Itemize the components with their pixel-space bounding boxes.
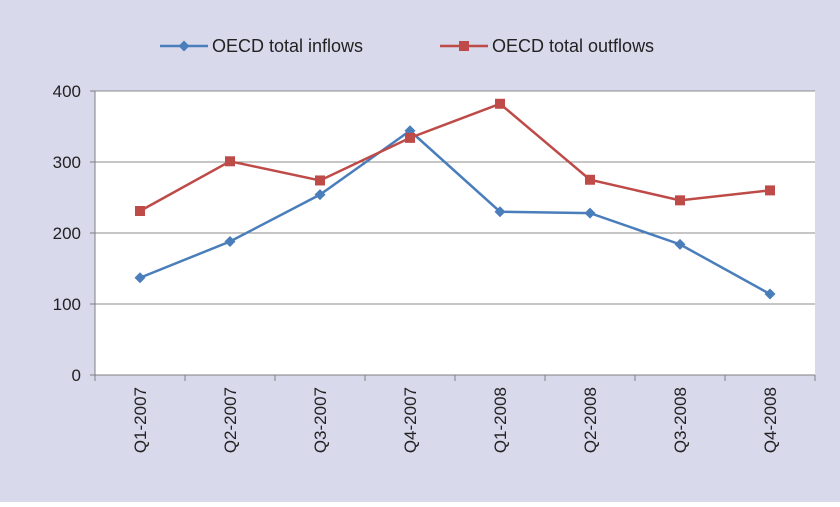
data-point-marker: [405, 132, 415, 143]
legend: OECD total inflows OECD total outflows: [160, 36, 654, 56]
legend-label: OECD total inflows: [212, 36, 363, 56]
legend-marker: [178, 40, 190, 52]
y-tick-label: 400: [53, 82, 81, 101]
data-point-marker: [495, 98, 505, 109]
x-tick-label: Q1-2007: [131, 387, 150, 453]
y-axis-tick-labels: 0 100 200 300 400: [53, 82, 81, 385]
data-point-marker: [224, 236, 236, 248]
axes: [90, 90, 816, 381]
x-tick-label: Q4-2007: [401, 387, 420, 453]
gridlines: [95, 90, 815, 305]
data-point-marker: [494, 206, 506, 218]
legend-marker: [459, 41, 469, 51]
data-point-marker: [585, 174, 595, 185]
series-line-outflows: [139, 102, 771, 213]
y-tick-label: 200: [53, 224, 81, 243]
x-tick-label: Q2-2008: [581, 387, 600, 453]
x-tick-label: Q2-2007: [221, 387, 240, 453]
y-tick-label: 0: [72, 366, 81, 385]
series-lines: [134, 98, 776, 300]
x-tick-label: Q3-2008: [671, 387, 690, 453]
series-line-inflows: [139, 129, 771, 296]
data-point-marker: [135, 205, 145, 216]
data-point-marker: [134, 272, 146, 284]
data-point-marker: [225, 156, 235, 167]
x-tick-label: Q1-2008: [491, 387, 510, 453]
x-axis-tick-labels: Q1-2007 Q2-2007 Q3-2007 Q4-2007 Q1-2008 Q2-20…: [131, 387, 780, 453]
x-tick-label: Q4-2008: [761, 387, 780, 453]
data-point-marker: [675, 195, 685, 206]
data-point-marker: [764, 288, 776, 300]
data-point-marker: [315, 175, 325, 186]
x-tick-label: Q3-2007: [311, 387, 330, 453]
data-point-marker: [674, 238, 686, 250]
data-point-marker: [584, 207, 596, 219]
legend-label: OECD total outflows: [492, 36, 654, 56]
y-tick-label: 100: [53, 295, 81, 314]
data-point-marker: [765, 185, 775, 196]
data-point-marker: [314, 189, 326, 201]
y-tick-label: 300: [53, 153, 81, 172]
